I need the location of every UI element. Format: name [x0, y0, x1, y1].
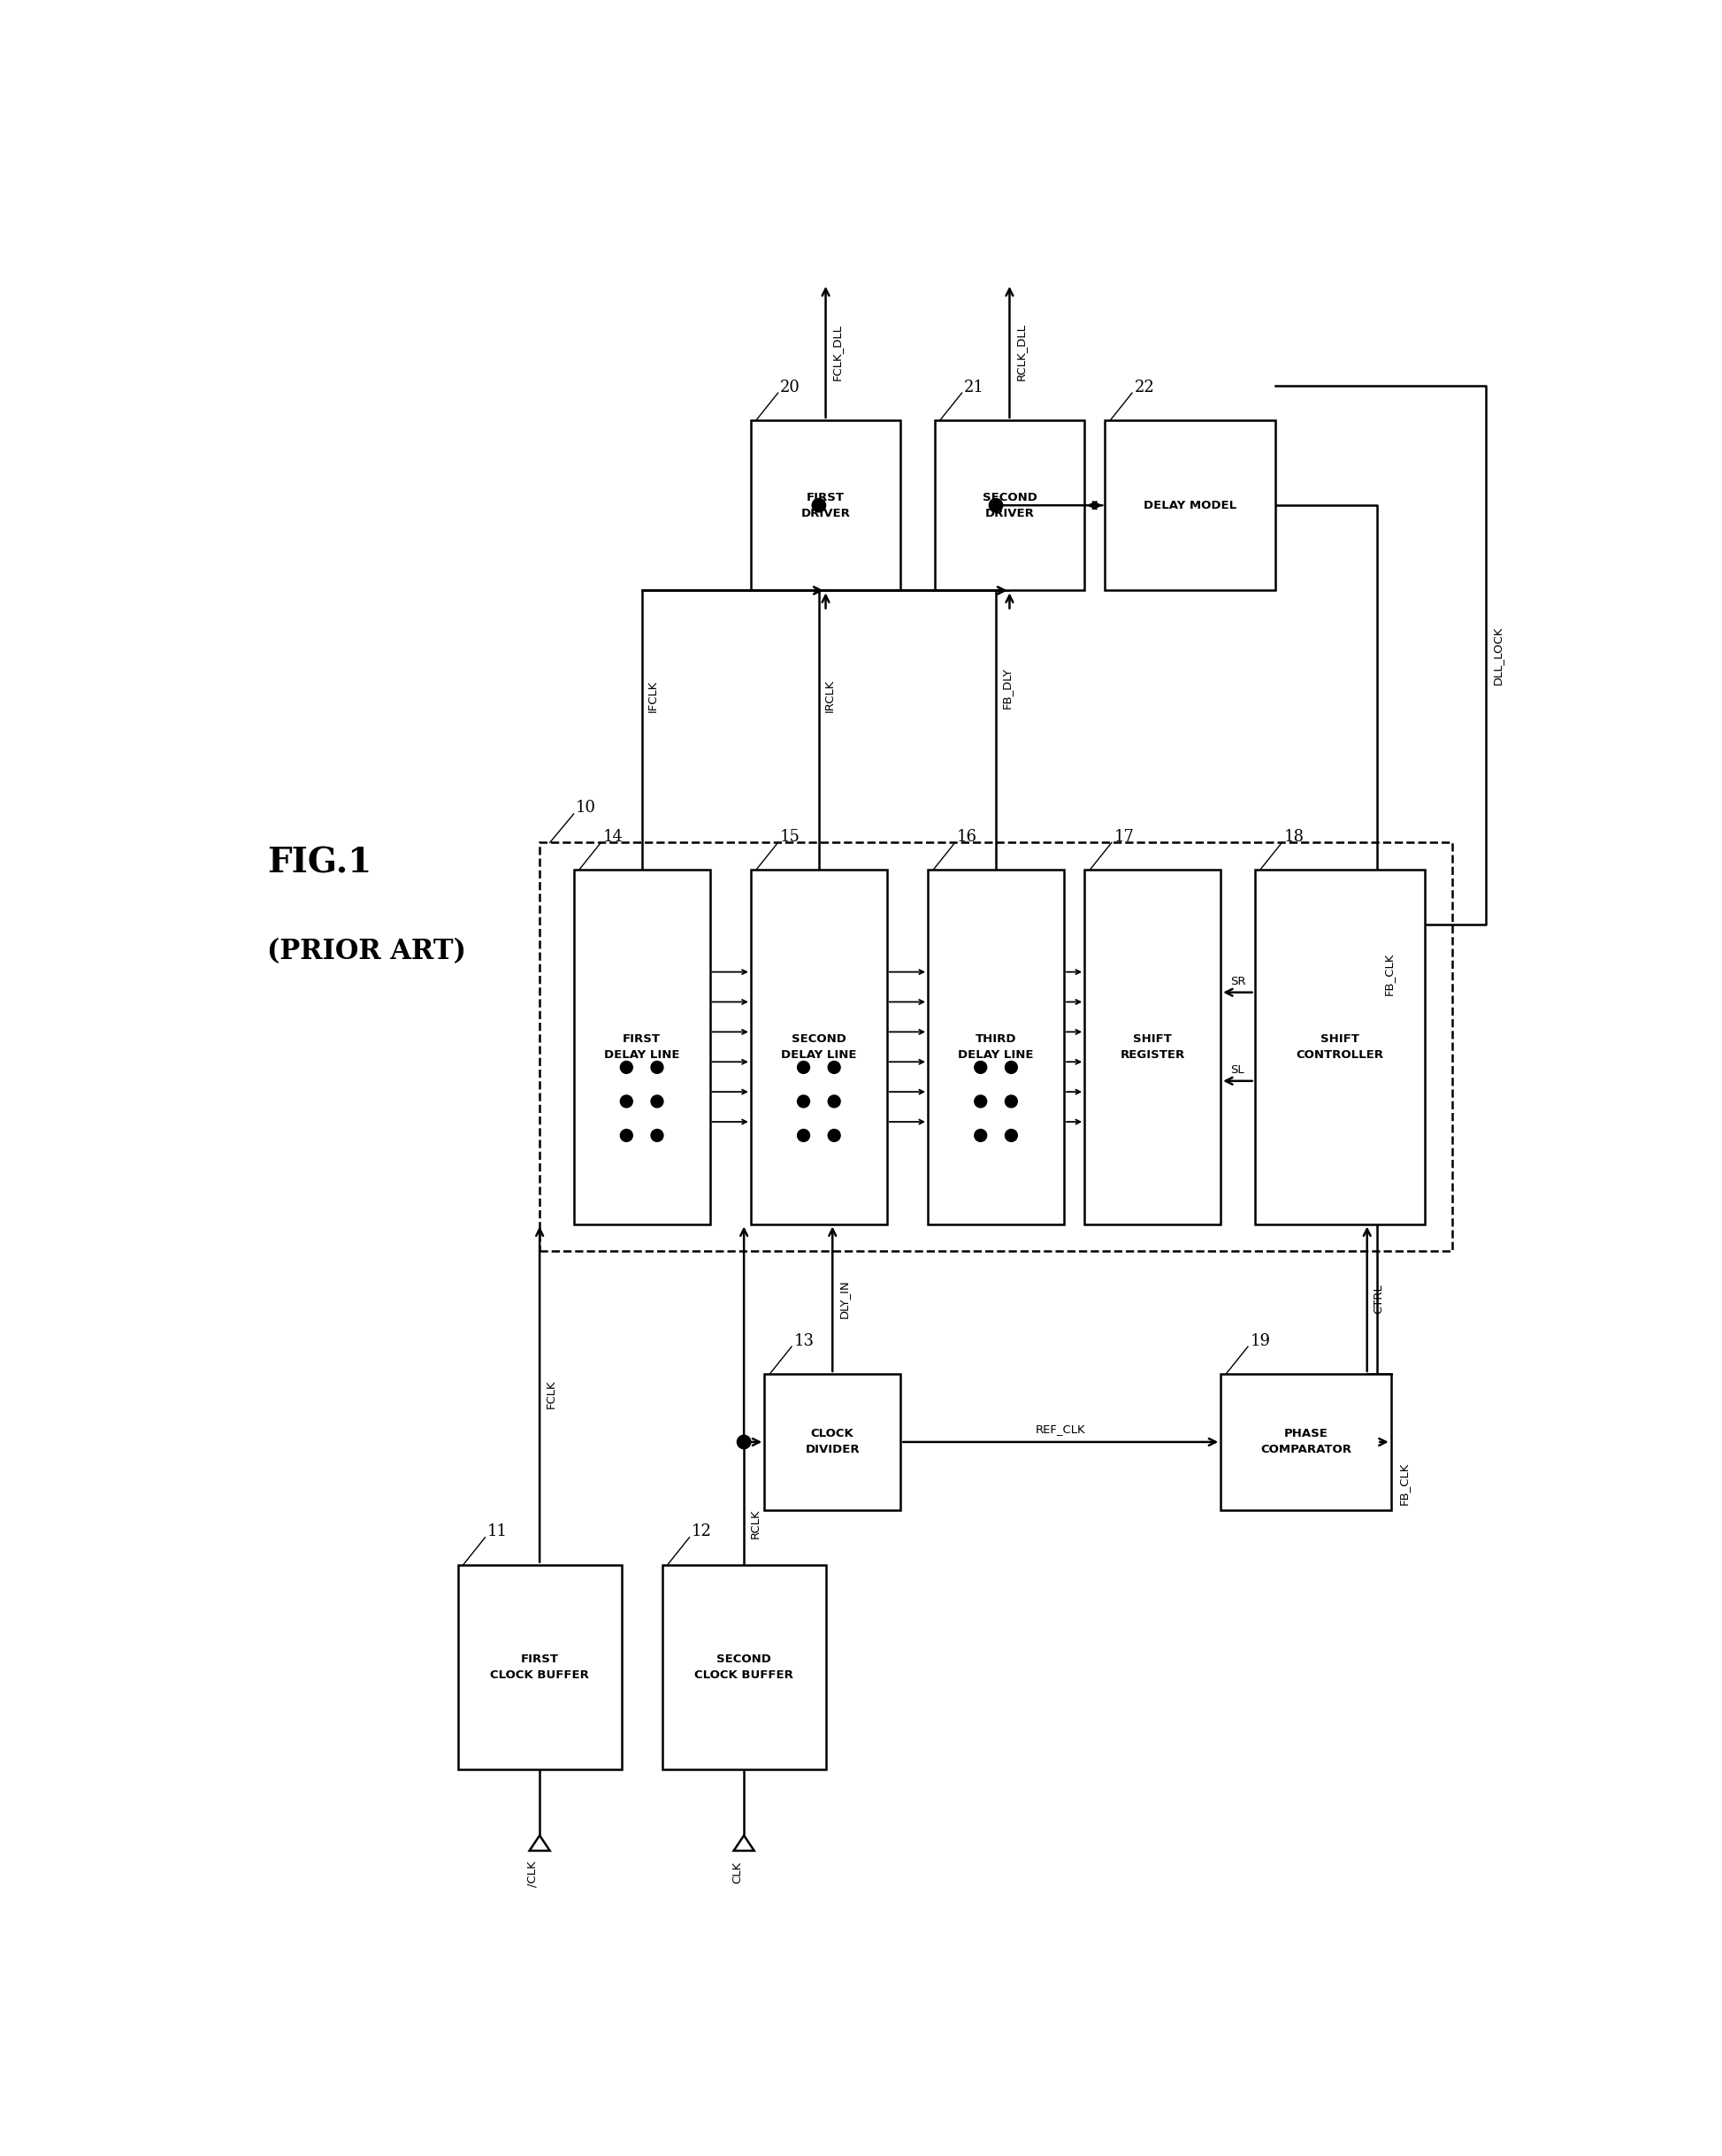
- Circle shape: [975, 1095, 987, 1108]
- Circle shape: [737, 1436, 751, 1449]
- Text: THIRD
DELAY LINE: THIRD DELAY LINE: [957, 1033, 1033, 1061]
- Text: CTRL: CTRL: [1372, 1285, 1384, 1313]
- Text: 18: 18: [1285, 828, 1304, 845]
- Text: SHIFT
REGISTER: SHIFT REGISTER: [1119, 1033, 1185, 1061]
- Text: FB_CLK: FB_CLK: [1398, 1462, 1409, 1505]
- Text: 14: 14: [603, 828, 623, 845]
- Circle shape: [651, 1130, 663, 1141]
- Text: 11: 11: [487, 1524, 508, 1539]
- Circle shape: [1006, 1061, 1018, 1074]
- Circle shape: [620, 1130, 632, 1141]
- Text: IFCLK: IFCLK: [647, 679, 660, 711]
- Bar: [765, 1373, 901, 1509]
- Text: FCLK_DLL: FCLK_DLL: [832, 323, 842, 379]
- Bar: [1255, 869, 1426, 1225]
- Bar: [1221, 1373, 1391, 1509]
- Text: DELAY MODEL: DELAY MODEL: [1143, 500, 1236, 511]
- Text: IRCLK: IRCLK: [825, 679, 835, 714]
- Text: DLY_IN: DLY_IN: [839, 1279, 849, 1317]
- Bar: [935, 420, 1085, 591]
- Circle shape: [620, 1061, 632, 1074]
- Text: CLK: CLK: [732, 1861, 742, 1882]
- Text: FIRST
DELAY LINE: FIRST DELAY LINE: [604, 1033, 680, 1061]
- Text: SL: SL: [1231, 1065, 1245, 1076]
- Text: RCLK_DLL: RCLK_DLL: [1014, 323, 1026, 382]
- Text: PHASE
COMPARATOR: PHASE COMPARATOR: [1261, 1427, 1352, 1455]
- Circle shape: [813, 498, 825, 513]
- Text: FIRST
CLOCK BUFFER: FIRST CLOCK BUFFER: [491, 1654, 589, 1680]
- Bar: [458, 1565, 622, 1768]
- Text: SR: SR: [1230, 975, 1245, 987]
- Circle shape: [797, 1095, 809, 1108]
- Text: 10: 10: [575, 800, 596, 817]
- Text: 15: 15: [780, 828, 801, 845]
- Bar: [1085, 869, 1221, 1225]
- Circle shape: [988, 498, 1002, 513]
- Text: FIG.1: FIG.1: [267, 845, 372, 880]
- Text: /CLK: /CLK: [527, 1861, 539, 1886]
- Circle shape: [1006, 1130, 1018, 1141]
- Text: 19: 19: [1250, 1332, 1271, 1350]
- Text: (PRIOR ART): (PRIOR ART): [267, 938, 467, 966]
- Circle shape: [828, 1130, 840, 1141]
- Text: SECOND
DRIVER: SECOND DRIVER: [982, 492, 1037, 520]
- Text: SHIFT
CONTROLLER: SHIFT CONTROLLER: [1297, 1033, 1383, 1061]
- Bar: [928, 869, 1064, 1225]
- Text: SECOND
DELAY LINE: SECOND DELAY LINE: [782, 1033, 856, 1061]
- Circle shape: [651, 1061, 663, 1074]
- Bar: [751, 869, 887, 1225]
- Bar: [751, 420, 901, 591]
- Text: 17: 17: [1114, 828, 1135, 845]
- Text: FB_DLY: FB_DLY: [1002, 666, 1013, 709]
- Text: 21: 21: [964, 379, 985, 395]
- Text: 22: 22: [1135, 379, 1154, 395]
- Circle shape: [797, 1130, 809, 1141]
- Text: 16: 16: [957, 828, 978, 845]
- Bar: [1106, 420, 1274, 591]
- Text: FB_CLK: FB_CLK: [1383, 953, 1395, 996]
- Circle shape: [828, 1095, 840, 1108]
- Circle shape: [1006, 1095, 1018, 1108]
- Bar: [573, 869, 709, 1225]
- Circle shape: [620, 1095, 632, 1108]
- Text: DLL_LOCK: DLL_LOCK: [1491, 625, 1503, 686]
- Bar: [663, 1565, 825, 1768]
- Text: 13: 13: [794, 1332, 815, 1350]
- Circle shape: [651, 1095, 663, 1108]
- Text: RCLK: RCLK: [749, 1509, 761, 1539]
- Circle shape: [975, 1061, 987, 1074]
- Text: SECOND
CLOCK BUFFER: SECOND CLOCK BUFFER: [694, 1654, 794, 1680]
- Text: 12: 12: [692, 1524, 711, 1539]
- Text: FIRST
DRIVER: FIRST DRIVER: [801, 492, 851, 520]
- Circle shape: [975, 1130, 987, 1141]
- Circle shape: [828, 1061, 840, 1074]
- Text: 20: 20: [780, 379, 801, 395]
- Text: CLOCK
DIVIDER: CLOCK DIVIDER: [806, 1427, 859, 1455]
- Bar: [539, 843, 1452, 1250]
- Circle shape: [797, 1061, 809, 1074]
- Text: REF_CLK: REF_CLK: [1035, 1423, 1085, 1436]
- Text: FCLK: FCLK: [546, 1380, 556, 1408]
